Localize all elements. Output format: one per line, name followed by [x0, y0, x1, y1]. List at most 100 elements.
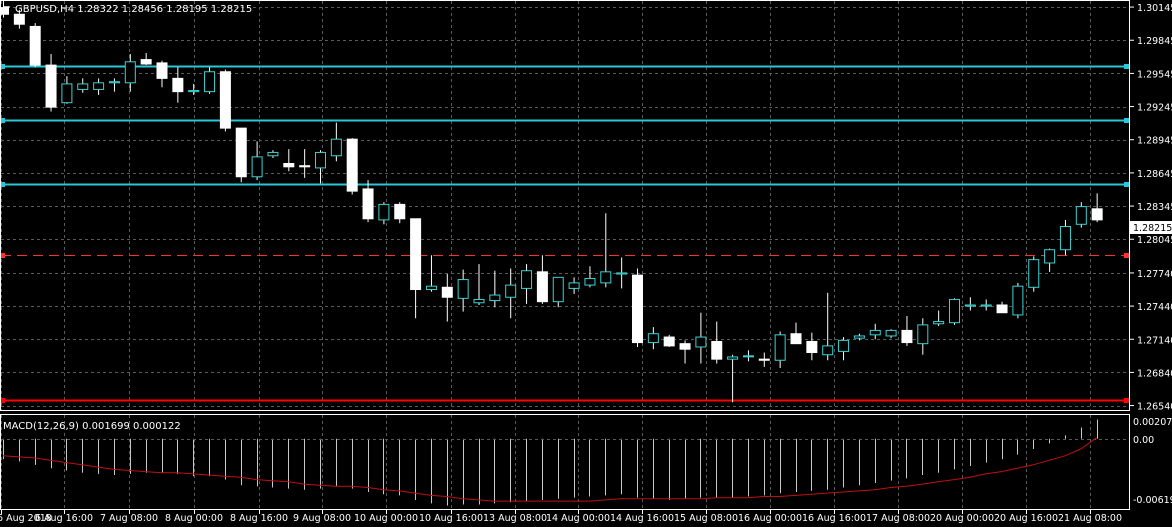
price-tick-label: 1.27740	[1137, 269, 1172, 280]
macd-tick-label: 0.002074	[1133, 417, 1172, 428]
candle	[632, 268, 643, 347]
candle	[29, 23, 41, 68]
level-handle	[1124, 64, 1129, 69]
candle	[77, 78, 89, 93]
candle-body	[536, 271, 548, 303]
candle	[378, 202, 390, 225]
price-tick-label: 1.29545	[1137, 69, 1172, 80]
candle	[61, 76, 73, 104]
time-tick-label: 8 Aug 16:00	[230, 513, 288, 524]
candle-body	[647, 333, 659, 344]
candle	[568, 277, 580, 294]
candle-body	[1091, 208, 1103, 221]
candle-body	[267, 151, 279, 157]
macd-signal-line	[2, 437, 1097, 502]
candle	[980, 299, 992, 311]
time-tick-label: 10 Aug 16:00	[419, 513, 483, 524]
candle	[315, 150, 326, 184]
candle	[758, 352, 770, 367]
candle	[410, 218, 422, 319]
candle	[473, 264, 485, 305]
candle-body	[901, 329, 913, 344]
level-handle	[1124, 118, 1129, 123]
candle-body	[425, 285, 437, 291]
candle	[505, 268, 517, 319]
candle-body	[235, 127, 247, 178]
candle-body	[838, 339, 850, 352]
candle	[901, 316, 913, 346]
macd-tick-label: 0.00	[1133, 435, 1154, 446]
level-handle	[0, 118, 5, 123]
level-handle	[1124, 182, 1129, 187]
main-chart-frame	[0, 0, 1130, 411]
candle	[616, 257, 628, 289]
candle	[521, 264, 533, 304]
candle	[140, 52, 152, 66]
price-tick-label: 1.27440	[1137, 302, 1172, 313]
time-tick-label: 17 Aug 08:00	[866, 513, 930, 524]
macd-tick-label: -0.006191	[1133, 495, 1172, 506]
candle	[1044, 248, 1056, 272]
candle	[330, 122, 342, 162]
candle	[600, 213, 612, 288]
time-tick-label: 16 Aug 16:00	[802, 513, 866, 524]
time-tick-label: 6 Aug 16:00	[35, 513, 93, 524]
current-price-marker	[1130, 221, 1172, 234]
candle-body	[632, 274, 643, 344]
candle	[584, 266, 596, 288]
candlesticks[interactable]	[0, 1, 1103, 403]
time-tick-label: 7 Aug 08:00	[100, 513, 158, 524]
time-tick-label: 8 Aug 00:00	[165, 513, 223, 524]
candle-body	[108, 81, 120, 84]
candle-body	[219, 71, 231, 129]
candle-body	[742, 355, 754, 358]
candle	[188, 83, 200, 95]
candle	[647, 327, 659, 350]
candle-body	[584, 277, 596, 286]
macd-frame	[0, 414, 1130, 510]
time-tick-label: 21 Aug 08:00	[1058, 513, 1122, 524]
candle-body	[283, 162, 295, 168]
candle	[949, 298, 960, 325]
collapse-icon[interactable]: ▼	[3, 5, 10, 15]
candle-body	[790, 333, 802, 345]
candle-body	[45, 64, 57, 108]
candle-body	[441, 286, 453, 298]
candle	[13, 9, 25, 29]
candle-body	[853, 335, 865, 339]
candle-body	[552, 276, 564, 303]
horizontal-levels[interactable]	[0, 64, 1129, 403]
candle-body	[1044, 249, 1056, 264]
candle	[869, 323, 881, 340]
candle	[727, 354, 739, 403]
candle	[711, 321, 723, 364]
candle-body	[394, 203, 406, 220]
level-handle	[1124, 398, 1129, 403]
candle-body	[0, 7, 9, 15]
macd-axis: 0.002074 0.00 -0.006191	[1133, 417, 1172, 506]
candle-body	[29, 25, 41, 66]
candle-body	[140, 59, 152, 65]
candle	[1012, 282, 1024, 319]
candle-body	[806, 340, 818, 354]
macd-label: MACD(12,26,9) 0.001699 0.000122	[3, 421, 181, 432]
candle-body	[473, 298, 485, 304]
candle	[822, 292, 834, 361]
candle	[441, 274, 453, 322]
candle-body	[980, 304, 992, 307]
level-handle	[0, 64, 5, 69]
level-handle	[1124, 253, 1129, 258]
candle-body	[457, 279, 469, 299]
candle	[235, 127, 247, 183]
candle-body	[362, 188, 374, 220]
candle	[156, 60, 168, 88]
candle-body	[822, 345, 834, 356]
candle	[679, 340, 691, 364]
candle	[489, 270, 501, 308]
price-tick-label: 1.29845	[1137, 36, 1172, 47]
candle	[552, 276, 564, 308]
candle-body	[315, 151, 326, 169]
candle-body	[600, 271, 612, 284]
candle-body	[299, 165, 311, 168]
